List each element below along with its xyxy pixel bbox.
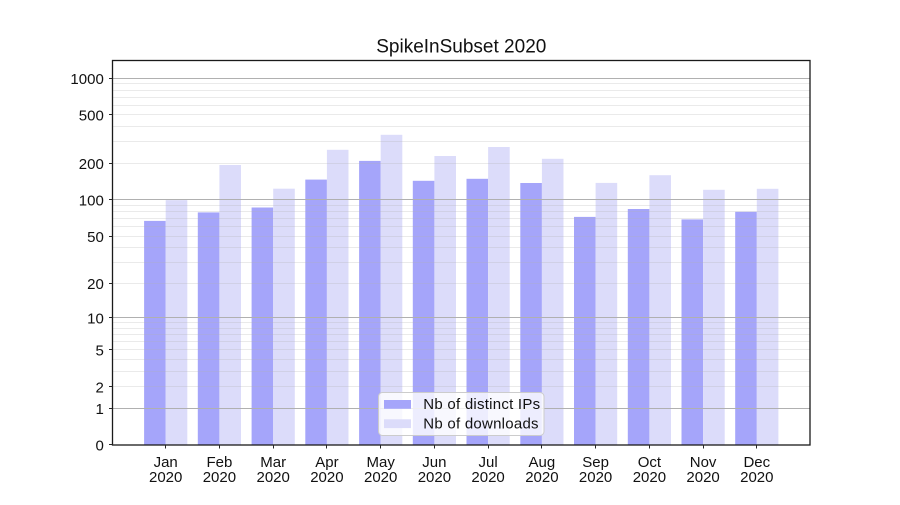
- svg-text:2020: 2020: [740, 469, 773, 486]
- svg-text:Nb of downloads: Nb of downloads: [423, 415, 539, 432]
- svg-text:2020: 2020: [364, 469, 397, 486]
- svg-text:Mar: Mar: [260, 454, 286, 471]
- svg-text:10: 10: [87, 310, 104, 327]
- svg-text:200: 200: [79, 156, 104, 173]
- svg-text:0: 0: [95, 438, 103, 455]
- svg-text:2020: 2020: [257, 469, 290, 486]
- svg-text:100: 100: [79, 193, 104, 210]
- svg-text:2: 2: [95, 379, 103, 396]
- svg-text:Jun: Jun: [422, 454, 446, 471]
- svg-text:2020: 2020: [686, 469, 719, 486]
- svg-text:Aug: Aug: [529, 454, 556, 471]
- svg-text:Nb of distinct IPs: Nb of distinct IPs: [423, 396, 540, 413]
- svg-text:2020: 2020: [579, 469, 612, 486]
- svg-text:Sep: Sep: [582, 454, 609, 471]
- svg-text:Feb: Feb: [206, 454, 232, 471]
- svg-text:500: 500: [79, 108, 104, 125]
- svg-text:2020: 2020: [310, 469, 343, 486]
- svg-text:Jan: Jan: [154, 454, 178, 471]
- svg-text:May: May: [367, 454, 396, 471]
- svg-text:1: 1: [95, 401, 103, 418]
- svg-text:5: 5: [95, 342, 103, 359]
- svg-text:Apr: Apr: [315, 454, 338, 471]
- svg-text:2020: 2020: [149, 469, 182, 486]
- svg-text:Dec: Dec: [743, 454, 770, 471]
- svg-text:SpikeInSubset 2020: SpikeInSubset 2020: [376, 37, 546, 58]
- svg-text:20: 20: [87, 276, 104, 293]
- svg-text:2020: 2020: [525, 469, 558, 486]
- svg-text:50: 50: [87, 229, 104, 246]
- svg-text:Nov: Nov: [690, 454, 717, 471]
- svg-text:2020: 2020: [418, 469, 451, 486]
- svg-text:2020: 2020: [471, 469, 504, 486]
- svg-text:2020: 2020: [633, 469, 666, 486]
- svg-text:Jul: Jul: [479, 454, 498, 471]
- svg-text:Oct: Oct: [638, 454, 662, 471]
- svg-text:1000: 1000: [70, 71, 103, 88]
- svg-text:2020: 2020: [203, 469, 236, 486]
